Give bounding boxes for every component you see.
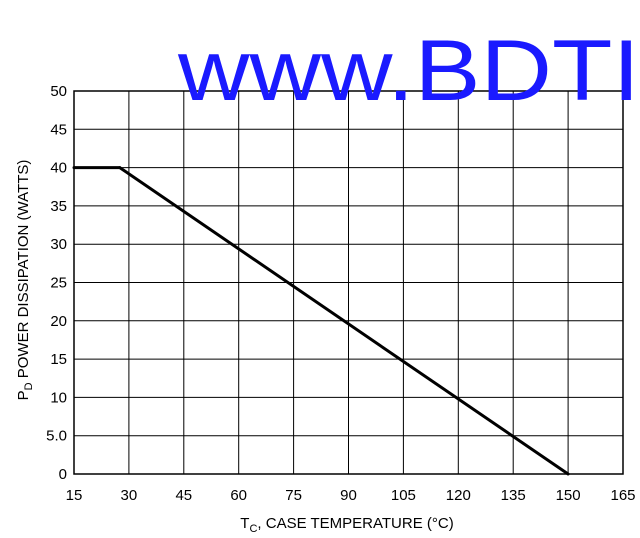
y-tick-label: 35 xyxy=(50,198,67,215)
x-tick-label: 150 xyxy=(556,487,581,504)
x-tick-label: 105 xyxy=(391,487,416,504)
x-axis-title-main: T xyxy=(240,515,249,532)
series-point xyxy=(566,472,570,476)
x-tick-label: 135 xyxy=(501,487,526,504)
y-tick-label: 25 xyxy=(50,275,67,292)
x-axis-title-subscript: C xyxy=(249,523,257,535)
plot-frame xyxy=(73,90,624,475)
x-axis-title-rest: , CASE TEMPERATURE (°C) xyxy=(257,515,453,532)
x-tick-label: 30 xyxy=(121,487,138,504)
x-tick-label: 90 xyxy=(340,487,357,504)
x-tick-label: 75 xyxy=(285,487,302,504)
x-tick-label: 120 xyxy=(446,487,471,504)
y-tick-label: 5.0 xyxy=(46,428,67,445)
y-tick-label: 50 xyxy=(50,83,67,100)
series-layer xyxy=(72,166,570,476)
y-tick-label: 0 xyxy=(59,466,67,483)
x-tick-labels: 15 30 45 60 75 90 105 120 135 150 165 xyxy=(66,487,636,504)
x-tick-label: 165 xyxy=(610,487,635,504)
y-axis-title: PD POWER DISSIPATION (WATTS) xyxy=(15,160,35,401)
grid xyxy=(73,90,624,475)
y-tick-label: 45 xyxy=(50,121,67,138)
y-tick-label: 20 xyxy=(50,313,67,330)
watermark: www.BDTI xyxy=(177,23,640,119)
y-tick-label: 15 xyxy=(50,351,67,368)
y-axis-title-main: P xyxy=(15,390,32,400)
y-tick-label: 10 xyxy=(50,389,67,406)
y-tick-labels: 0 5.0 10 15 20 25 30 35 40 45 50 xyxy=(46,83,67,483)
y-tick-label: 40 xyxy=(50,160,67,177)
y-axis-title-subscript: D xyxy=(23,382,35,390)
series-point xyxy=(118,166,122,170)
x-tick-label: 45 xyxy=(175,487,192,504)
y-tick-label: 30 xyxy=(50,236,67,253)
x-tick-label: 60 xyxy=(230,487,247,504)
y-axis-title-rest: POWER DISSIPATION (WATTS) xyxy=(15,160,32,383)
series-point xyxy=(72,166,76,170)
x-tick-label: 15 xyxy=(66,487,83,504)
x-axis-title: TC, CASE TEMPERATURE (°C) xyxy=(240,515,453,535)
